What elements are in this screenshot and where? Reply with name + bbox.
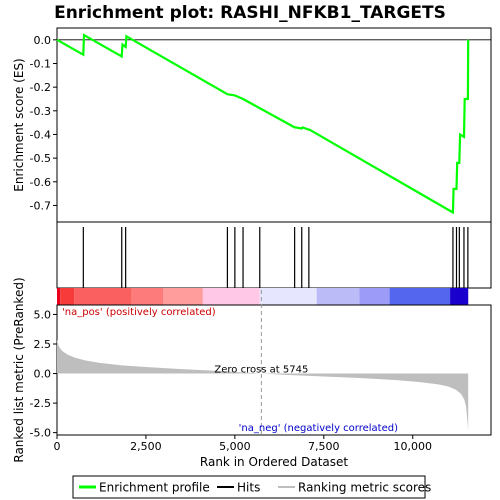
legend-frame <box>72 475 426 499</box>
color-bar-segment <box>60 288 75 305</box>
es-y-tick-label: -0.6 <box>30 176 51 189</box>
legend-hits-label: Hits <box>237 481 260 495</box>
color-bar-segment <box>316 288 360 305</box>
es-y-tick-label: -0.4 <box>30 128 51 141</box>
es-y-tick-label: -0.7 <box>30 199 51 212</box>
ranked-y-tick-label: -2.5 <box>30 397 51 410</box>
x-tick-label: 7,500 <box>308 440 340 453</box>
x-tick-label: 5,000 <box>219 440 251 453</box>
ranked-y-tick-label: 5.0 <box>34 308 52 321</box>
x-tick-label: 10,000 <box>393 440 432 453</box>
ranked-y-tick-label: 0.0 <box>34 368 52 381</box>
color-bar-segment <box>57 288 61 305</box>
zero-cross-label: Zero cross at 5745 <box>214 365 308 376</box>
x-tick-label: 2,500 <box>130 440 162 453</box>
legend: Enrichment profile Hits Ranking metric s… <box>72 475 431 499</box>
positive-label: 'na_pos' (positively correlated) <box>62 307 216 318</box>
ranking-color-bar <box>57 288 469 305</box>
ranked-panel-frame <box>56 304 492 436</box>
ranked-y-tick-label: 2.5 <box>34 338 52 351</box>
ranked-y-tick-label: -5.0 <box>30 427 51 440</box>
color-bar-segment <box>74 288 132 305</box>
ranked-y-axis-label: Ranked list metric (PreRanked) <box>12 277 26 462</box>
legend-metric-label: Ranking metric scores <box>298 481 431 495</box>
color-bar-segment <box>389 288 451 305</box>
ranked-ticks: 5.0 2.5 0.0 -2.5 -5.00 2,500 5,000 7,500 10,000 <box>30 308 432 453</box>
es-y-ticks: 0.0 -0.1 -0.2 -0.3 -0.4 -0.5 -0.6 -0.7 <box>30 34 57 212</box>
color-bar-segment <box>163 288 203 305</box>
hits-marks <box>82 227 469 288</box>
es-y-tick-label: -0.1 <box>30 57 51 70</box>
es-y-tick-label: -0.2 <box>30 81 51 94</box>
es-y-tick-label: 0.0 <box>34 34 52 47</box>
hits-panel-frame <box>56 221 492 289</box>
color-bar-segment <box>202 288 260 305</box>
legend-enrichment-label: Enrichment profile <box>99 481 210 495</box>
color-bar-segment <box>131 288 164 305</box>
color-bar-segment <box>259 288 317 305</box>
es-y-tick-label: -0.5 <box>30 152 51 165</box>
x-tick-label: 0 <box>54 440 61 453</box>
color-bar-segment <box>359 288 390 305</box>
es-y-tick-label: -0.3 <box>30 105 51 118</box>
x-axis-label: Rank in Ordered Dataset <box>200 455 348 469</box>
enrichment-profile-line <box>56 33 470 215</box>
es-axis-label: Enrichment score (ES) <box>12 58 26 191</box>
chart-title: Enrichment plot: RASHI_NFKB1_TARGETS <box>54 3 446 23</box>
color-bar-segment <box>450 288 469 305</box>
enrichment-panel-frame <box>56 27 492 223</box>
negative-label: 'na_neg' (negatively correlated) <box>239 423 398 434</box>
